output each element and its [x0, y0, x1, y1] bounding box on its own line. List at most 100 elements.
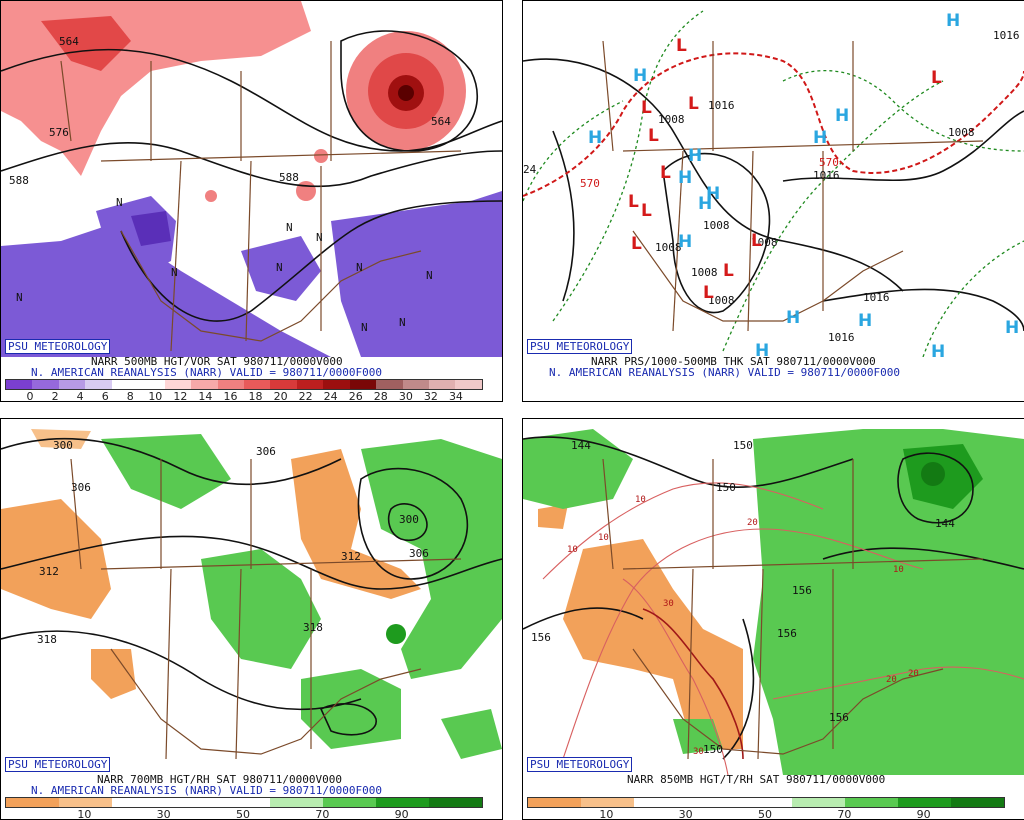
contour-label: 318 [37, 633, 57, 646]
colorbar-swatch [376, 798, 430, 807]
pressure-label: 1016 [813, 169, 840, 182]
contour-label: 300 [399, 513, 419, 526]
n-marker: N [116, 196, 123, 209]
pressure-label: 1016 [993, 29, 1020, 42]
colorbar-tick-label: 12 [173, 390, 188, 402]
high-pressure-symbol: H [835, 106, 849, 126]
pressure-map: 1016 1008 1008 1016 1016 1008 1008 1008 … [523, 1, 1024, 357]
colorbar-swatch [138, 380, 165, 389]
panel-subtitle: N. AMERICAN REANALYSIS (NARR) VALID = 98… [549, 366, 900, 379]
n-marker: N [316, 231, 323, 244]
temperature-label: 20 [747, 518, 758, 528]
high-pressure-symbol: H [678, 232, 692, 252]
high-pressure-symbol: H [633, 66, 647, 86]
rh-colorbar [527, 797, 1005, 808]
psu-meteorology-badge: PSU METEOROLOGY [5, 339, 111, 354]
colorbar-swatch [191, 380, 218, 389]
colorbar-swatch [898, 798, 952, 807]
rh-colorbar-labels: 10 30 50 70 90 [5, 808, 481, 820]
colorbar-swatch [792, 798, 846, 807]
psu-meteorology-badge: PSU METEOROLOGY [5, 757, 111, 772]
colorbar-swatch [686, 798, 740, 807]
colorbar-swatch [349, 380, 377, 389]
panel-title: NARR PRS/1000-500MB THK SAT 980711/0000V… [591, 355, 876, 368]
low-pressure-symbol: L [688, 94, 699, 114]
panel-subtitle: N. AMERICAN REANALYSIS (NARR) VALID = 98… [31, 784, 382, 797]
colorbar-swatch [6, 798, 59, 807]
colorbar-tick-label: 22 [298, 390, 313, 402]
panel-850mb-temp-rh: 144 150 156 156 156 156 144 150 150 10 1… [522, 418, 1024, 820]
contour-label: 144 [935, 517, 955, 530]
pressure-label: 1016 [708, 99, 735, 112]
n-marker: N [16, 291, 23, 304]
vorticity-colorbar [5, 379, 483, 390]
low-pressure-symbol: L [628, 192, 639, 212]
colorbar-swatch [429, 380, 456, 389]
low-pressure-symbol: L [631, 234, 642, 254]
colorbar-tick-label: 30 [156, 808, 171, 820]
colorbar-tick-label: 10 [599, 808, 614, 820]
colorbar-swatch [323, 380, 350, 389]
contour-label: 156 [792, 584, 812, 597]
contour-label: 564 [431, 115, 451, 128]
temperature-label: 10 [635, 495, 646, 505]
colorbar-swatch [323, 798, 377, 807]
colorbar-swatch [402, 380, 429, 389]
colorbar-tick-label: 2 [51, 390, 59, 402]
n-marker: N [276, 261, 283, 274]
colorbar-swatch [455, 380, 482, 389]
colorbar-tick-label: 20 [273, 390, 288, 402]
colorbar-swatch [111, 380, 139, 389]
rh-colorbar [5, 797, 483, 808]
vorticity-colorbar-labels: 0 2 4 6 8 10 12 14 16 18 20 22 24 26 28 30 32 34 [5, 390, 481, 402]
n-marker: N [286, 221, 293, 234]
contour-label: 576 [49, 126, 69, 139]
colorbar-swatch [164, 798, 218, 807]
colorbar-tick-label: 10 [77, 808, 92, 820]
colorbar-swatch [845, 798, 899, 807]
colorbar-tick-label: 90 [916, 808, 931, 820]
colorbar-tick-label: 50 [758, 808, 772, 820]
colorbar-tick-label: 34 [448, 390, 463, 402]
pressure-label: 24 [523, 163, 537, 176]
pressure-label: 1008 [751, 236, 778, 249]
pressure-label: 1008 [948, 126, 975, 139]
colorbar-swatch [951, 798, 1005, 807]
pressure-label: 1008 [691, 266, 718, 279]
rh-700mb-map: 300 306 312 318 312 306 306 300 318 [1, 419, 502, 775]
high-pressure-symbol: H [813, 128, 827, 148]
low-pressure-symbol: L [660, 163, 671, 183]
high-pressure-symbol: H [786, 308, 800, 328]
temperature-label: 20 [886, 675, 897, 685]
contour-label: 312 [39, 565, 59, 578]
pressure-label: 1008 [703, 219, 730, 232]
low-pressure-symbol: L [703, 283, 714, 303]
temperature-label: 10 [567, 545, 578, 555]
high-pressure-symbol: H [688, 146, 702, 166]
n-marker: N [399, 316, 406, 329]
contour-label: 300 [53, 439, 73, 452]
temp-rh-850mb-map: 144 150 156 156 156 156 144 150 150 10 1… [523, 419, 1024, 775]
colorbar-tick-label: 30 [678, 808, 693, 820]
temperature-label: 30 [693, 747, 704, 757]
low-pressure-symbol: L [641, 98, 652, 118]
contour-label: 306 [71, 481, 91, 494]
temperature-label: 20 [908, 669, 919, 679]
colorbar-swatch [580, 798, 634, 807]
colorbar-tick-label: 6 [101, 390, 109, 402]
pressure-label: 1016 [863, 291, 890, 304]
colorbar-swatch [217, 798, 271, 807]
psu-meteorology-badge: PSU METEOROLOGY [527, 339, 633, 354]
contour-label: 318 [303, 621, 323, 634]
high-pressure-symbol: H [706, 184, 720, 204]
colorbar-tick-label: 4 [76, 390, 84, 402]
contour-label: 156 [829, 711, 849, 724]
low-pressure-symbol: L [676, 36, 687, 56]
colorbar-swatch [164, 380, 192, 389]
colorbar-swatch [58, 380, 86, 389]
colorbar-swatch [32, 380, 59, 389]
low-pressure-symbol: L [641, 201, 652, 221]
colorbar-swatch [633, 798, 687, 807]
colorbar-tick-label: 30 [398, 390, 413, 402]
panel-sea-level-pressure: 1016 1008 1008 1016 1016 1008 1008 1008 … [522, 0, 1024, 402]
